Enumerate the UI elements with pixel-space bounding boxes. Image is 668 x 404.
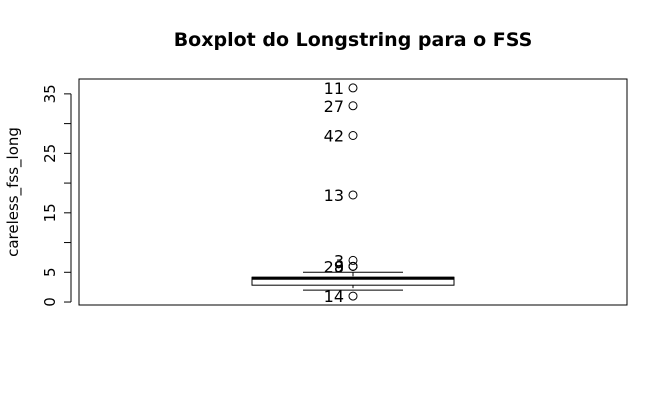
outlier-point — [348, 83, 358, 93]
y-tick-label: 5 — [41, 268, 59, 278]
outlier-point — [348, 131, 358, 140]
y-axis: 0 5 15 25 35 — [41, 84, 72, 307]
chart-title: Boxplot do Longstring para o FSS — [174, 29, 533, 51]
y-axis-label: careless_fss_long — [4, 127, 23, 257]
outlier-point — [348, 190, 358, 200]
outlier-label: 3 — [334, 251, 344, 270]
outlier-label: 27 — [324, 97, 344, 116]
y-tick-label: 15 — [41, 203, 59, 222]
outlier-label: 13 — [324, 186, 344, 205]
outlier-point — [348, 255, 358, 265]
outlier-label: 29 — [324, 257, 344, 276]
outlier-label: 9 — [334, 257, 344, 276]
outlier-point — [348, 261, 358, 271]
box-group — [251, 271, 455, 291]
outlier-label: 14 — [324, 287, 344, 306]
outlier-point — [348, 291, 358, 301]
plot-frame — [78, 78, 628, 306]
y-tick-label: 35 — [41, 84, 59, 103]
y-tick-label: 0 — [41, 297, 59, 307]
y-tick-label: 25 — [41, 144, 59, 163]
outlier-label: 8 — [334, 257, 344, 276]
outlier-label: 11 — [324, 79, 344, 98]
outlier-label: 42 — [324, 127, 344, 146]
outlier-point — [348, 101, 358, 111]
